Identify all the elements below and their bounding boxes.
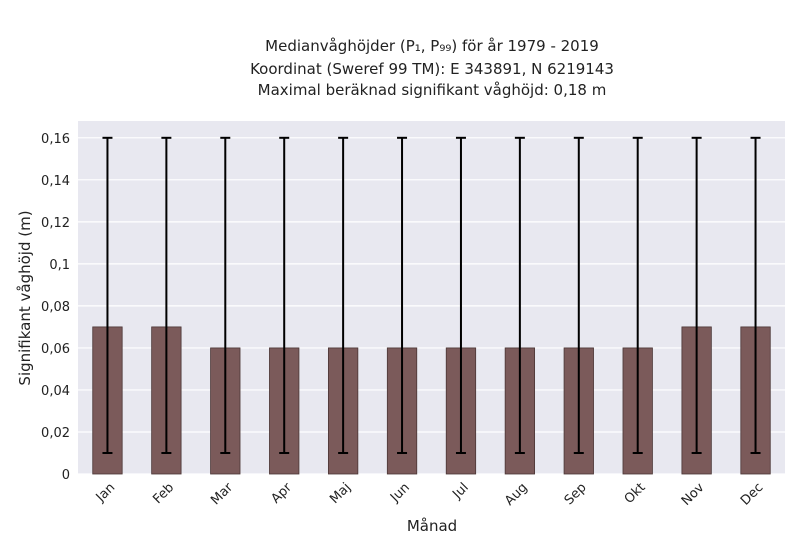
chart-title-line-2: Koordinat (Sweref 99 TM): E 343891, N 62…: [250, 60, 614, 78]
y-tick-label: 0,12: [41, 216, 70, 231]
y-tick-label: 0,06: [41, 342, 70, 357]
x-tick-label: Jan: [93, 480, 118, 505]
plot-area: [78, 121, 785, 474]
x-tick-label: Sep: [562, 480, 590, 508]
x-tick-label: Aug: [502, 480, 531, 509]
y-tick-label: 0,1: [49, 258, 70, 273]
x-tick-label: Apr: [269, 480, 296, 507]
x-tick-label: Jun: [387, 480, 413, 506]
x-tick-label: Maj: [327, 480, 354, 507]
y-tick-label: 0,14: [41, 174, 70, 189]
chart-title: Medianvåghöjder (P₁, P₉₉) för år 1979 - …: [250, 37, 614, 99]
y-tick-label: 0,08: [41, 300, 70, 315]
x-tick-label: Mar: [208, 480, 236, 508]
x-axis-label: Månad: [407, 517, 457, 535]
chart-title-line-3: Maximal beräknad signifikant våghöjd: 0,…: [258, 81, 607, 99]
x-axis-ticks: Jan Feb Mar Apr Maj Jun Jul Aug Sep Okt Nov Dec: [93, 480, 767, 509]
y-tick-label: 0: [62, 468, 70, 483]
x-tick-label: Feb: [150, 480, 177, 507]
x-tick-label: Jul: [449, 480, 471, 502]
y-axis-ticks: 0 0,02 0,04 0,06 0,08 0,1 0,12 0,14 0,16: [41, 132, 70, 483]
y-tick-label: 0,02: [41, 426, 70, 441]
error-bars: [102, 136, 761, 454]
chart-title-line-1: Medianvåghöjder (P₁, P₉₉) för år 1979 - …: [265, 37, 599, 55]
y-tick-label: 0,16: [41, 132, 70, 147]
x-tick-label: Nov: [679, 480, 708, 509]
x-tick-label: Dec: [738, 480, 766, 508]
y-tick-label: 0,04: [41, 384, 70, 399]
grid: [78, 137, 785, 475]
x-tick-label: Okt: [622, 480, 649, 507]
y-axis-label: Signifikant våghöjd (m): [16, 210, 34, 385]
